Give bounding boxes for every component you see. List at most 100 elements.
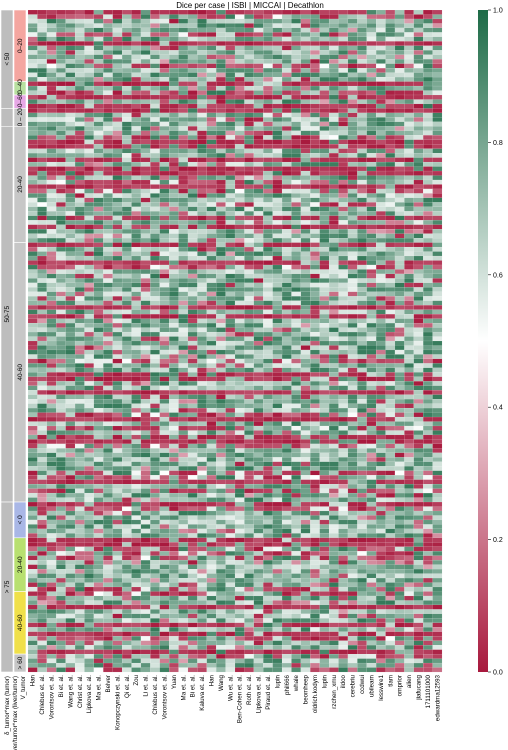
- heatmap-cell: [187, 94, 198, 100]
- heatmap-cell: [432, 41, 443, 46]
- heatmap-cell: [253, 296, 264, 301]
- heatmap-cell: [376, 394, 386, 400]
- heatmap-cell: [56, 327, 66, 333]
- heatmap-cell: [112, 497, 123, 503]
- heatmap-cell: [206, 85, 217, 91]
- heatmap-cell: [423, 349, 433, 355]
- heatmap-cell: [169, 54, 179, 60]
- heatmap-cell: [328, 229, 339, 234]
- heatmap-cell: [319, 497, 330, 503]
- heatmap-cell: [225, 27, 236, 33]
- heatmap-cell: [376, 90, 386, 96]
- heatmap-cell: [404, 229, 414, 234]
- heatmap-cell: [272, 108, 283, 114]
- heatmap-cell: [357, 278, 367, 284]
- heatmap-cell: [140, 412, 151, 418]
- heatmap-cell: [169, 461, 179, 467]
- heatmap-cell: [328, 314, 339, 319]
- heatmap-cell: [253, 434, 264, 440]
- heatmap-cell: [328, 300, 339, 306]
- heatmap-cell: [103, 340, 113, 346]
- heatmap-cell: [366, 23, 377, 29]
- heatmap-cell: [253, 412, 264, 418]
- heatmap-cell: [366, 506, 377, 512]
- heatmap-cell: [65, 278, 76, 284]
- heatmap-cell: [187, 296, 198, 301]
- heatmap-cell: [103, 278, 113, 284]
- heatmap-cell: [366, 354, 377, 360]
- heatmap-cell: [385, 354, 396, 360]
- heatmap-cell: [140, 376, 151, 382]
- heatmap-cell: [187, 322, 198, 328]
- heatmap-cell: [187, 479, 198, 485]
- heatmap-cell: [366, 63, 377, 69]
- heatmap-cell: [404, 224, 414, 230]
- heatmap-cell: [112, 184, 123, 190]
- heatmap-cell: [394, 229, 405, 234]
- heatmap-cell: [366, 287, 377, 292]
- heatmap-cell: [263, 367, 273, 373]
- heatmap-cell: [140, 215, 151, 221]
- heatmap-cell: [46, 390, 57, 395]
- heatmap-cell: [357, 139, 367, 145]
- heatmap-cell: [423, 72, 433, 78]
- heatmap-cell: [432, 412, 443, 418]
- heatmap-cell: [206, 425, 217, 431]
- heatmap-cell: [263, 452, 273, 458]
- heatmap-cell: [187, 452, 198, 458]
- heatmap-cell: [74, 175, 85, 181]
- heatmap-cell: [347, 372, 358, 377]
- heatmap-cell: [206, 510, 217, 516]
- heatmap-cell: [74, 50, 85, 55]
- heatmap-cell: [281, 9, 292, 15]
- heatmap-cell: [357, 251, 367, 257]
- heatmap-cell: [37, 300, 47, 306]
- heatmap-cell: [84, 492, 95, 498]
- heatmap-cell: [281, 45, 292, 51]
- heatmap-cell: [394, 9, 405, 15]
- heatmap-cell: [300, 327, 311, 333]
- heatmap-cell: [206, 224, 217, 230]
- heatmap-cell: [159, 291, 170, 297]
- heatmap-cell: [131, 403, 142, 409]
- heatmap-cell: [328, 394, 339, 400]
- heatmap-cell: [56, 215, 66, 221]
- heatmap-cell: [310, 161, 320, 167]
- heatmap-cell: [121, 184, 132, 190]
- heatmap-cell: [385, 273, 396, 279]
- heatmap-cell: [93, 475, 104, 480]
- heatmap-cell: [169, 358, 179, 364]
- heatmap-cell: [103, 345, 113, 351]
- heatmap-cell: [328, 90, 339, 96]
- heatmap-cell: [376, 291, 386, 297]
- heatmap-cell: [103, 381, 113, 386]
- heatmap-cell: [357, 376, 367, 382]
- heatmap-cell: [328, 148, 339, 154]
- heatmap-cell: [37, 126, 47, 131]
- heatmap-cell: [300, 314, 311, 319]
- heatmap-cell: [169, 130, 179, 136]
- heatmap-cell: [74, 121, 85, 127]
- heatmap-cell: [225, 407, 236, 413]
- heatmap-cell: [65, 381, 76, 386]
- heatmap-cell: [366, 282, 377, 288]
- heatmap-cell: [169, 430, 179, 436]
- heatmap-cell: [65, 229, 76, 234]
- heatmap-cell: [65, 108, 76, 114]
- heatmap-cell: [121, 76, 132, 82]
- heatmap-cell: [27, 72, 38, 78]
- heatmap-cell: [432, 260, 443, 266]
- heatmap-cell: [112, 153, 123, 158]
- heatmap-cell: [112, 63, 123, 69]
- heatmap-cell: [385, 220, 396, 225]
- heatmap-cell: [281, 193, 292, 199]
- heatmap-cell: [140, 211, 151, 216]
- heatmap-cell: [234, 81, 245, 87]
- heatmap-cell: [187, 32, 198, 38]
- heatmap-cell: [319, 184, 330, 190]
- heatmap-cell: [56, 479, 66, 485]
- heatmap-cell: [272, 340, 283, 346]
- heatmap-cell: [291, 269, 302, 275]
- heatmap-cell: [244, 394, 254, 400]
- heatmap-cell: [376, 399, 386, 404]
